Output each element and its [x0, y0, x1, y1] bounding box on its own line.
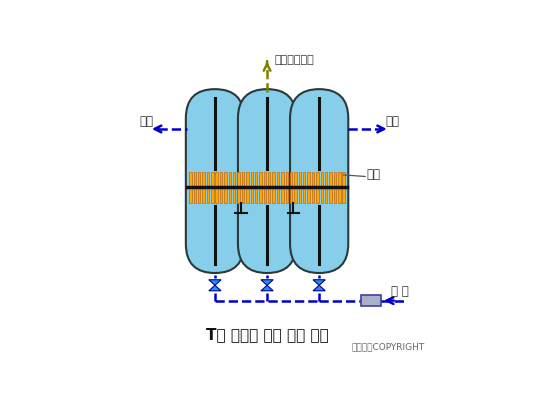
Bar	[215, 172, 218, 203]
Bar	[264, 172, 266, 203]
FancyBboxPatch shape	[238, 89, 296, 273]
Bar	[207, 172, 209, 203]
Bar	[286, 172, 288, 203]
Bar	[193, 172, 196, 203]
Bar	[189, 172, 192, 203]
Bar	[325, 172, 327, 203]
Bar	[202, 172, 205, 203]
Text: 出水: 出水	[386, 115, 399, 128]
Bar	[342, 172, 345, 203]
Bar	[299, 172, 301, 203]
Bar	[334, 172, 336, 203]
Bar	[246, 172, 249, 203]
Bar	[211, 172, 214, 203]
Bar	[272, 172, 275, 203]
Bar	[361, 295, 381, 306]
Bar	[338, 172, 340, 203]
Bar	[259, 172, 262, 203]
Bar	[290, 172, 293, 203]
Bar	[312, 172, 314, 203]
Bar	[250, 172, 253, 203]
Bar	[307, 172, 310, 203]
Polygon shape	[261, 280, 273, 285]
Text: 进 水: 进 水	[391, 285, 409, 298]
Polygon shape	[209, 280, 221, 285]
FancyBboxPatch shape	[186, 89, 244, 273]
Bar	[294, 172, 297, 203]
Bar	[224, 172, 227, 203]
FancyBboxPatch shape	[290, 89, 349, 273]
Bar	[321, 172, 323, 203]
Bar	[281, 172, 284, 203]
Bar	[277, 172, 279, 203]
Bar	[220, 172, 222, 203]
Text: T型 氧化沟 系统 工艺 流程: T型 氧化沟 系统 工艺 流程	[206, 327, 328, 342]
Bar	[255, 172, 258, 203]
Polygon shape	[261, 285, 273, 291]
Bar	[233, 172, 236, 203]
Bar	[242, 172, 244, 203]
Bar	[329, 172, 332, 203]
Text: 出水: 出水	[139, 115, 153, 128]
Bar	[198, 172, 201, 203]
Polygon shape	[209, 285, 221, 291]
Text: 剩余污泥排放: 剩余污泥排放	[275, 55, 315, 65]
Bar	[316, 172, 318, 203]
Bar	[237, 172, 240, 203]
Text: 东方仿真COPYRIGHT: 东方仿真COPYRIGHT	[352, 342, 425, 351]
Polygon shape	[313, 280, 326, 285]
Bar	[229, 172, 231, 203]
Bar	[268, 172, 271, 203]
Text: 转刷: 转刷	[367, 168, 381, 181]
Polygon shape	[313, 285, 326, 291]
Bar	[303, 172, 305, 203]
